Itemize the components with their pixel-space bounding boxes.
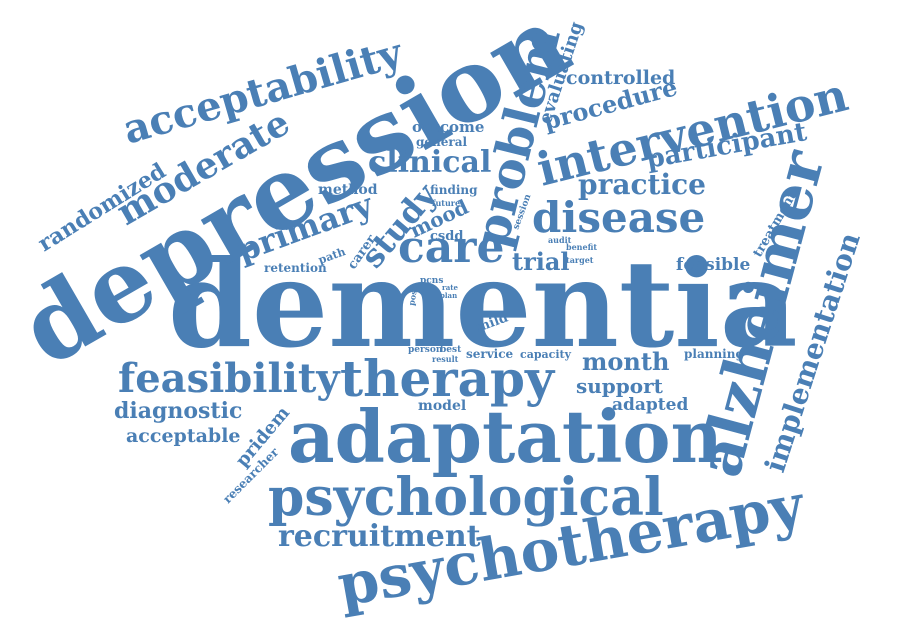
word-trial: trial (512, 247, 570, 276)
word-pcns: pcns (420, 276, 443, 286)
word-model: model (418, 398, 466, 414)
word-feasible: feasible (676, 255, 751, 275)
word-adaptation: adaptation (288, 394, 723, 479)
word-best: best (440, 345, 462, 355)
word-outcome: outcome (412, 118, 484, 136)
word-service: service (466, 347, 514, 361)
word-capacity: capacity (520, 348, 572, 361)
word-post: post (406, 285, 419, 306)
word-psychological: psychological (268, 467, 664, 528)
word-clinical: clinical (368, 145, 491, 180)
word-acceptable: acceptable (126, 425, 241, 447)
word-planning: planning (684, 347, 744, 361)
word-adapted: adapted (612, 395, 688, 415)
word-person: person (408, 345, 443, 355)
word-future: future (432, 198, 460, 208)
word-target: target (566, 255, 594, 265)
word-general: general (416, 135, 467, 149)
word-rate: rate (442, 283, 458, 292)
word-support: support (576, 374, 664, 398)
word-result: result (432, 354, 459, 364)
word-plan: plan (440, 291, 457, 300)
word-method: method (318, 182, 378, 198)
word-controlled: controlled (566, 67, 675, 89)
word-month: month (582, 347, 669, 376)
word-dementia: dementia (168, 234, 798, 375)
word-finding: finding (430, 183, 478, 197)
word-care: care (398, 222, 504, 273)
word-disease: disease (532, 193, 705, 242)
word-practice: practice (578, 168, 706, 201)
word-diagnostic: diagnostic (114, 398, 242, 424)
word-audit: audit (548, 235, 572, 245)
word-recruitment: recruitment (278, 519, 481, 554)
word-retention: retention (264, 261, 327, 275)
word-therapy: therapy (340, 349, 556, 408)
word-feasibility: feasibility (118, 355, 341, 402)
word-benefit: benefit (566, 242, 597, 252)
word-csdd: csdd (430, 229, 463, 244)
